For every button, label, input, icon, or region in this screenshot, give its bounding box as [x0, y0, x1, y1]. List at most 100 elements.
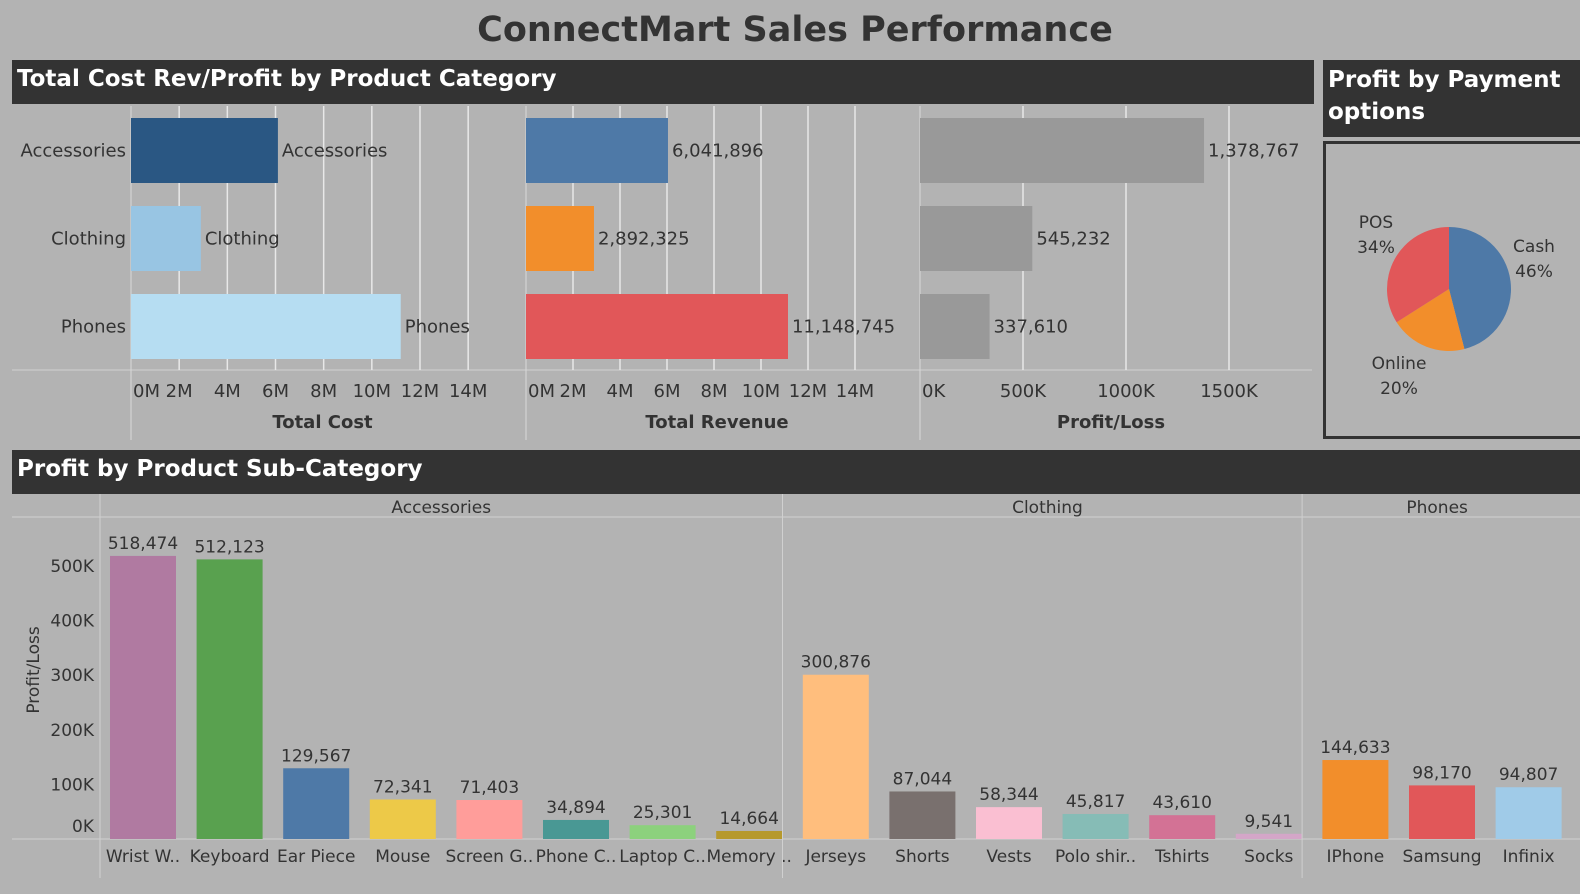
bar-data-label: 43,610: [1152, 793, 1211, 813]
bar-jerseys: [802, 674, 869, 839]
x-axis-title: Total Cost: [272, 412, 373, 433]
group-label-clothing: Clothing: [1012, 498, 1083, 518]
bar-shorts: [889, 791, 956, 839]
x-tick-label: 4M: [214, 381, 241, 402]
x-tick-label: Tshirts: [1154, 847, 1210, 867]
bar-iphone: [1322, 760, 1389, 839]
y-tick-label: 100K: [50, 775, 94, 795]
group-label-phones: Phones: [1406, 498, 1468, 518]
x-tick-label: 12M: [789, 381, 827, 402]
bar-0-accessories: [131, 118, 278, 183]
bar-poloshir: [1062, 813, 1129, 839]
bar-wristw: [110, 555, 176, 839]
pie-label-online: Online: [1372, 354, 1427, 374]
bar-1-accessories: [526, 118, 668, 183]
group-label-accessories: Accessories: [391, 498, 491, 518]
x-tick-label: Laptop C..: [619, 847, 706, 867]
x-tick-label: 0M: [528, 381, 555, 402]
x-tick-label: 2M: [166, 381, 193, 402]
bar-data-label: 58,344: [979, 785, 1038, 805]
x-tick-label: 4M: [607, 381, 634, 402]
bar-data-label: 9,541: [1244, 812, 1293, 832]
bar-data-label: 98,170: [1412, 763, 1471, 783]
bar-mouse: [369, 799, 436, 839]
y-tick-label: 0K: [72, 817, 95, 837]
x-tick-label: 14M: [449, 381, 487, 402]
bar-socks: [1235, 833, 1302, 839]
x-tick-label: 500K: [1000, 381, 1047, 402]
bar-data-label: 512,123: [194, 537, 264, 557]
bar-data-label: 1,378,767: [1208, 141, 1300, 162]
x-axis-title: Total Revenue: [645, 412, 788, 433]
category-label-phones: Phones: [61, 317, 126, 338]
bar-0-phones: [131, 294, 401, 359]
bar-0-clothing: [131, 206, 201, 271]
bar-data-label: 71,403: [460, 778, 519, 798]
bar-1-phones: [526, 294, 788, 359]
pie-label-cash: Cash: [1513, 237, 1555, 257]
bar-data-label: 25,301: [633, 803, 692, 823]
bar-data-label: 129,567: [281, 746, 351, 766]
bar-data-label: 14,664: [719, 809, 778, 829]
bar-screeng: [456, 800, 523, 839]
pie-percent-online: 20%: [1380, 379, 1418, 399]
x-tick-label: 8M: [310, 381, 337, 402]
payment-panel-header: Profit by Payment options: [1323, 60, 1580, 137]
x-tick-label: IPhone: [1327, 847, 1385, 867]
pie-slice-online: [1396, 289, 1465, 351]
x-tick-label: 6M: [262, 381, 289, 402]
bar-2-phones: [920, 294, 990, 359]
bar-2-accessories: [920, 118, 1205, 183]
bar-data-label: 6,041,896: [672, 141, 764, 162]
bar-vests: [976, 807, 1042, 839]
payment-pie-panel: Cash 46% Online 20% POS 34%: [1323, 141, 1580, 439]
x-tick-label: 6M: [654, 381, 681, 402]
x-tick-label: Phone C..: [536, 847, 617, 867]
bar-data-label: 545,232: [1036, 229, 1110, 250]
x-tick-label: 2M: [560, 381, 587, 402]
x-tick-label: Vests: [986, 847, 1031, 867]
x-tick-label: Ear Piece: [277, 847, 355, 867]
bar-data-label: Clothing: [205, 229, 280, 250]
x-tick-label: Infinix: [1503, 847, 1555, 867]
x-tick-label: Polo shir..: [1055, 847, 1136, 867]
bar-infinix: [1495, 787, 1562, 839]
bar-data-label: Phones: [405, 317, 470, 338]
x-tick-label: Samsung: [1403, 847, 1482, 867]
x-tick-label: Socks: [1244, 847, 1293, 867]
bar-data-label: 94,807: [1499, 765, 1558, 785]
x-tick-label: Wrist W..: [106, 847, 180, 867]
x-tick-label: 10M: [742, 381, 780, 402]
category-panel-header: Total Cost Rev/Profit by Product Categor…: [12, 60, 1314, 104]
x-tick-label: Screen G..: [445, 847, 533, 867]
bar-data-label: 11,148,745: [792, 317, 895, 338]
bar-keyboard: [196, 559, 263, 839]
pie-label-pos: POS: [1359, 213, 1393, 233]
bar-data-label: 72,341: [373, 778, 432, 798]
bar-2-clothing: [920, 206, 1033, 271]
category-label-accessories: Accessories: [21, 141, 127, 162]
x-tick-label: 1000K: [1097, 381, 1156, 402]
bar-data-label: Accessories: [282, 141, 388, 162]
bar-data-label: 300,876: [801, 653, 871, 673]
x-tick-label: 0K: [922, 381, 946, 402]
y-tick-label: 200K: [50, 721, 94, 741]
x-tick-label: Memory ..: [707, 847, 792, 867]
pie-percent-cash: 46%: [1515, 262, 1553, 282]
y-tick-label: 300K: [50, 666, 94, 686]
x-tick-label: 12M: [401, 381, 439, 402]
x-tick-label: 1500K: [1200, 381, 1259, 402]
category-label-clothing: Clothing: [51, 229, 126, 250]
x-tick-label: Keyboard: [190, 847, 270, 867]
dashboard-title: ConnectMart Sales Performance: [477, 10, 1113, 50]
bar-data-label: 34,894: [546, 798, 605, 818]
payment-pie-chart: Cash 46% Online 20% POS 34%: [1357, 213, 1555, 399]
x-tick-label: 14M: [836, 381, 874, 402]
category-bar-chart: Accessories Clothing Phones Accessories Clot…: [12, 106, 1312, 440]
x-tick-label: Shorts: [895, 847, 950, 867]
bar-tshirts: [1149, 815, 1216, 839]
pie-percent-pos: 34%: [1357, 238, 1395, 258]
bar-laptopc: [629, 825, 696, 839]
y-axis-title: Profit/Loss: [24, 626, 44, 714]
bar-data-label: 45,817: [1066, 792, 1125, 812]
